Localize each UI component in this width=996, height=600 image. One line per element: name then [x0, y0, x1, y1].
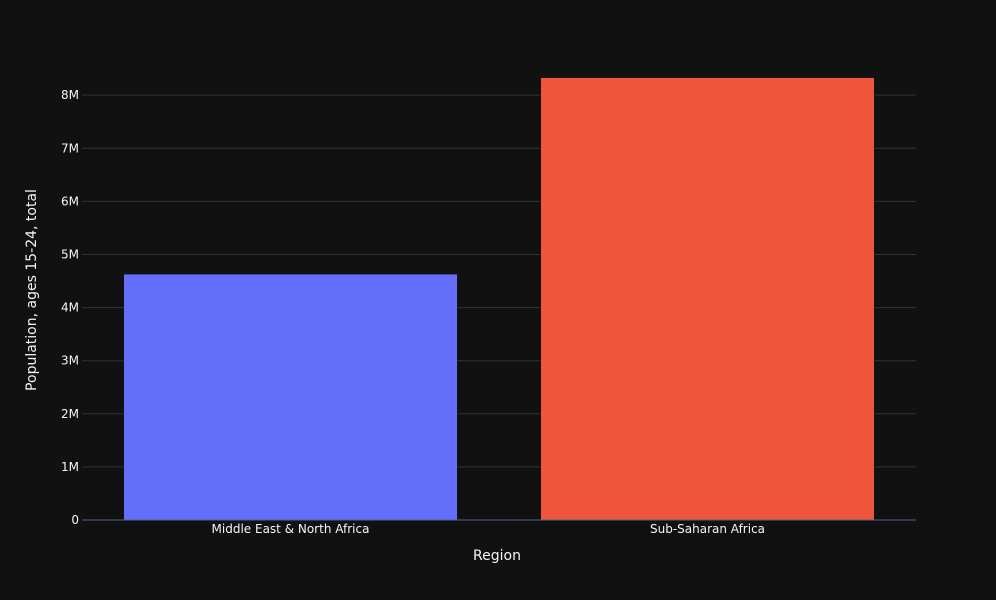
- y-axis-title: Population, ages 15-24, total: [24, 189, 40, 391]
- bars: [123, 77, 875, 521]
- x-axis-ticks: Middle East & North Africa Sub-Saharan Af…: [212, 522, 765, 536]
- bar: [540, 77, 875, 521]
- y-tick-label: 2M: [61, 407, 79, 421]
- x-tick-label: Sub-Saharan Africa: [650, 522, 765, 536]
- bar: [123, 273, 458, 521]
- y-tick-label: 5M: [61, 247, 79, 261]
- y-tick-label: 0: [71, 513, 79, 527]
- y-tick-label: 4M: [61, 301, 79, 315]
- y-tick-label: 6M: [61, 194, 79, 208]
- y-tick-label: 3M: [61, 354, 79, 368]
- x-axis-title: Region: [473, 548, 521, 564]
- y-tick-label: 1M: [61, 460, 79, 474]
- y-tick-label: 8M: [61, 88, 79, 102]
- y-axis-ticks: 0 1M 2M 3M 4M 5M 6M 7M 8M: [61, 88, 79, 527]
- y-tick-label: 7M: [61, 141, 79, 155]
- x-tick-label: Middle East & North Africa: [212, 522, 370, 536]
